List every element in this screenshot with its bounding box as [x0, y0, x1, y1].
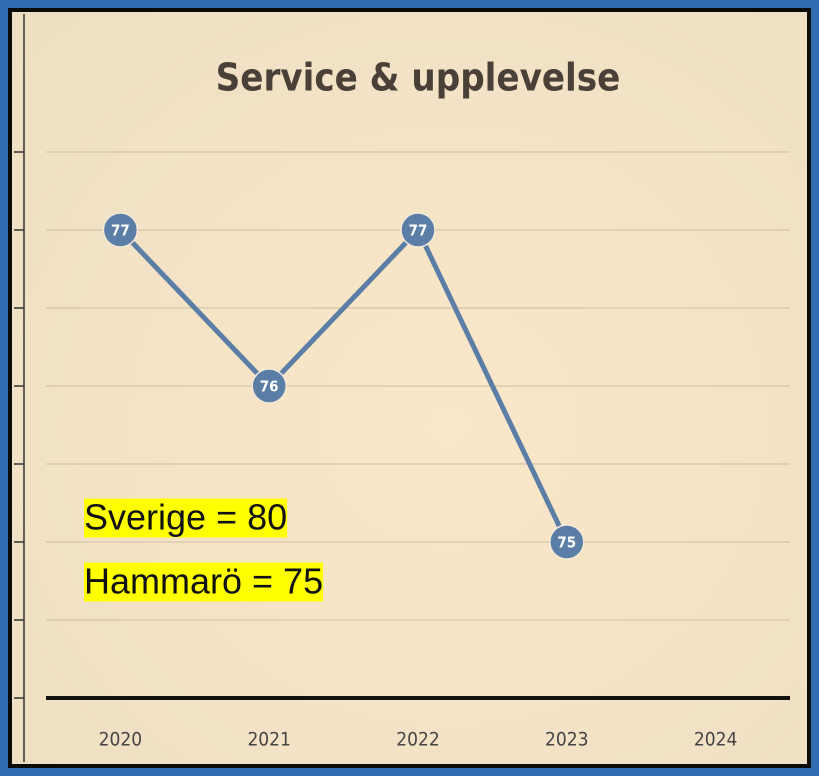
plot-background — [12, 12, 807, 764]
data-label: 77 — [111, 222, 130, 240]
data-point — [251, 368, 287, 404]
data-label: 76 — [260, 378, 279, 396]
annotation-highlight — [84, 498, 288, 538]
data-label: 77 — [409, 222, 428, 240]
data-point — [549, 524, 585, 560]
data-label: 75 — [557, 534, 576, 552]
series-line — [118, 227, 570, 544]
x-tick-label: 2022 — [396, 729, 440, 751]
x-tick-label: 2020 — [99, 729, 143, 751]
annotation: Hammarö = 75 — [84, 561, 323, 602]
annotation-highlight — [84, 562, 324, 602]
x-tick-label: 2023 — [545, 729, 589, 751]
data-point — [102, 212, 139, 248]
x-tick-label: 2021 — [247, 729, 291, 751]
annotation: Sverige = 80 — [84, 497, 287, 538]
data-point — [400, 212, 436, 248]
x-tick-label: 2024 — [694, 729, 738, 751]
chart-title: Service & upplevelse — [216, 56, 621, 100]
